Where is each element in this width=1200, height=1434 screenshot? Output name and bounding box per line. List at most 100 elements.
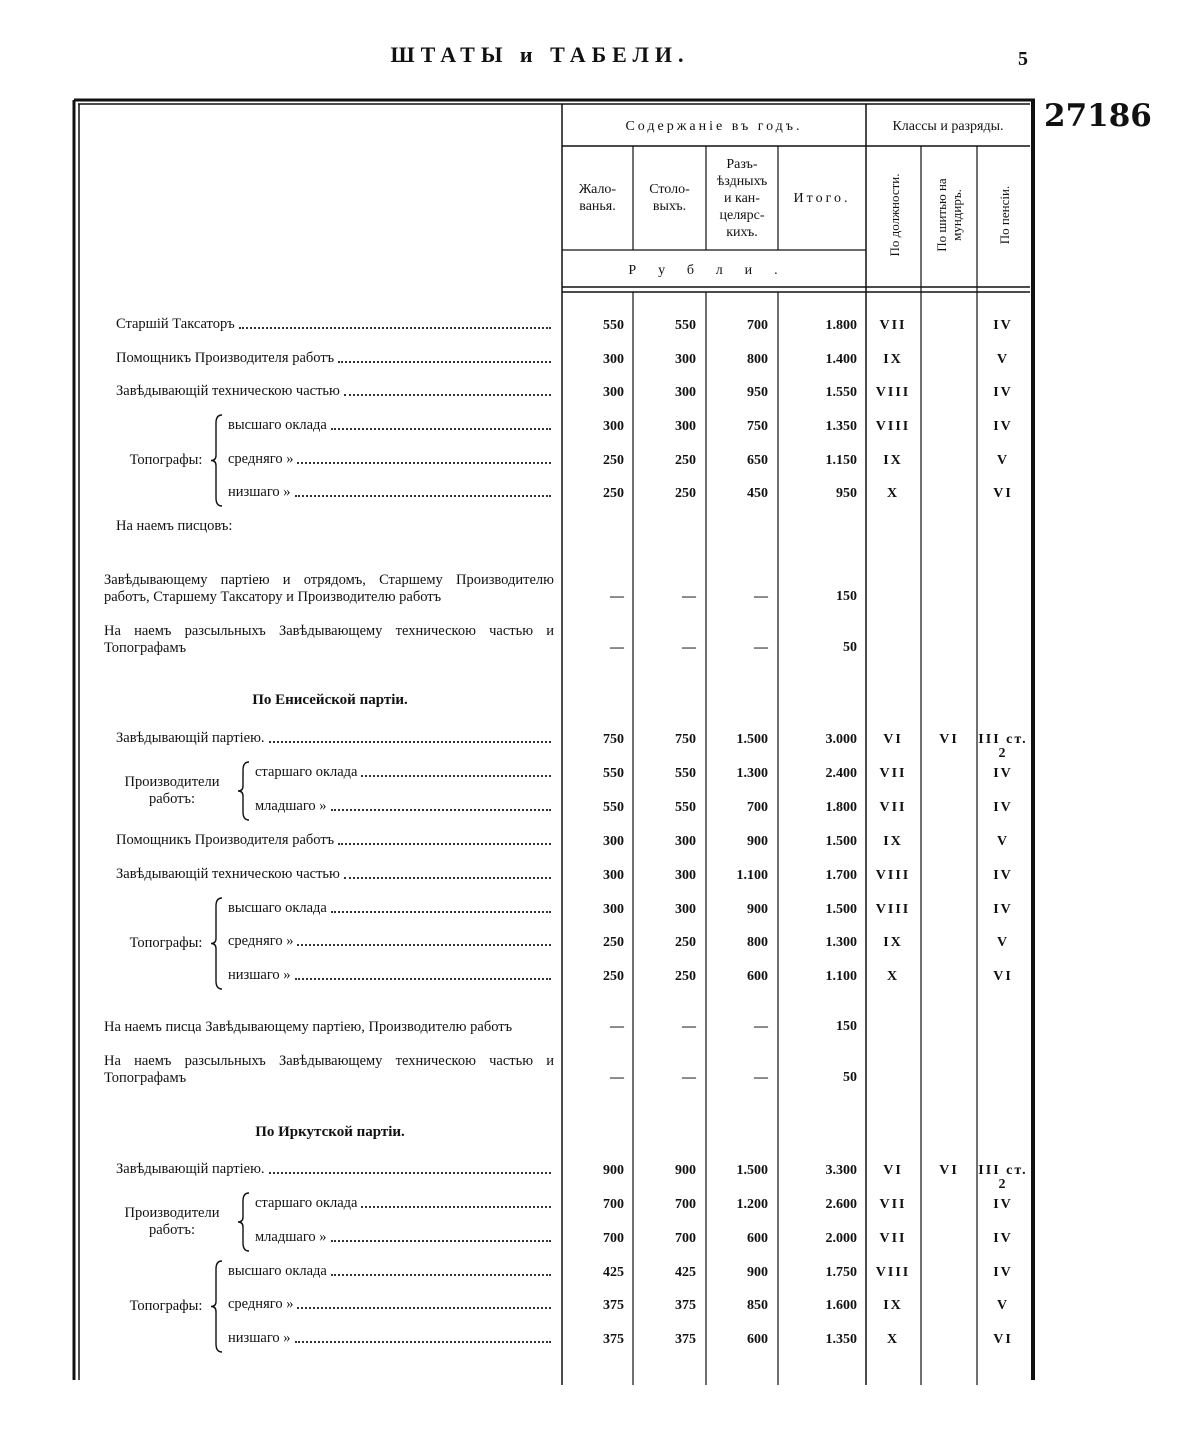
cell-value: 450	[747, 486, 768, 501]
cell-value: —	[610, 640, 624, 655]
group-label: Топографы:	[129, 451, 203, 468]
label-text: младшаго »	[255, 1229, 327, 1245]
cell-value: —	[754, 1019, 768, 1034]
units-header: Рубли.	[628, 263, 800, 278]
cell-value: 1.350	[825, 419, 858, 434]
row-label: младшаго »	[255, 798, 553, 815]
row-label: Завѣдывающему партіею и отрядомъ, Старше…	[104, 572, 554, 605]
class-value: VI	[993, 1332, 1013, 1347]
class-value: IX	[883, 453, 903, 468]
group-label: Топографы:	[129, 1297, 203, 1314]
cell-value: 550	[675, 766, 696, 781]
dot-leader	[330, 1274, 551, 1276]
cell-value: —	[754, 1070, 768, 1085]
class-value: V	[996, 935, 1010, 950]
label-text: низшаго »	[228, 484, 291, 500]
column-header: Итого.	[793, 190, 851, 206]
label-text: младшаго »	[255, 798, 327, 814]
cell-value: 3.000	[825, 732, 858, 747]
cell-value: 600	[747, 1332, 768, 1347]
label-text: высшаго оклада	[228, 900, 327, 916]
brace	[210, 1260, 223, 1353]
cell-value: —	[754, 640, 768, 655]
dot-leader	[338, 843, 551, 845]
row-label: низшаго »	[228, 967, 553, 984]
class-value: IX	[883, 935, 903, 950]
class-value: VI	[883, 1163, 903, 1178]
cell-value: 300	[603, 834, 624, 849]
cell-value: 650	[747, 453, 768, 468]
cell-value: 300	[603, 352, 624, 367]
cell-value: 300	[675, 352, 696, 367]
cell-value: 300	[675, 419, 696, 434]
row-label: младшаго »	[255, 1229, 553, 1246]
group-label: Производители работъ:	[124, 1205, 220, 1238]
class-value: IX	[883, 834, 903, 849]
cell-value: 250	[675, 969, 696, 984]
dot-leader	[268, 741, 551, 743]
cell-value: 600	[747, 1231, 768, 1246]
class-value: VIII	[875, 419, 911, 434]
cell-value: 1.500	[825, 834, 858, 849]
label-text: средняго »	[228, 1296, 294, 1312]
row-label: высшаго оклада	[228, 900, 553, 917]
cell-value: 750	[747, 419, 768, 434]
row-label: старшаго оклада	[255, 764, 553, 781]
cell-value: 950	[747, 385, 768, 400]
row-label: Завѣдывающій техническою частью	[116, 383, 553, 400]
cell-value: 900	[603, 1163, 624, 1178]
class-value: VII	[879, 800, 907, 815]
cell-value: 600	[747, 969, 768, 984]
cell-value: 850	[747, 1298, 768, 1313]
class-value: V	[996, 352, 1010, 367]
label-text: высшаго оклада	[228, 1263, 327, 1279]
class-value: VI	[883, 732, 903, 747]
class-value: IX	[883, 352, 903, 367]
cell-value: 550	[603, 800, 624, 815]
cell-value: 375	[603, 1298, 624, 1313]
cell-value: 1.350	[825, 1332, 858, 1347]
row-label: Завѣдывающій техническою частью	[116, 866, 553, 883]
label-text: старшаго оклада	[255, 1195, 358, 1211]
dot-leader	[297, 462, 551, 464]
dot-leader	[238, 327, 551, 329]
cell-value: 300	[603, 419, 624, 434]
cell-value: 300	[675, 902, 696, 917]
dot-leader	[294, 495, 551, 497]
class-value: VIII	[875, 385, 911, 400]
group-label: Производители работъ:	[124, 774, 220, 807]
cell-value: 1.300	[825, 935, 858, 950]
dot-leader	[330, 809, 551, 811]
cell-value: 1.150	[825, 453, 858, 468]
cell-value: 1.800	[825, 318, 858, 333]
row-label: высшаго оклада	[228, 1263, 553, 1280]
cell-value: 375	[675, 1332, 696, 1347]
class-value: IV	[993, 1265, 1013, 1280]
dot-leader	[343, 877, 551, 879]
dot-leader	[330, 428, 551, 430]
dot-leader	[294, 978, 551, 980]
label-text: Завѣдывающій техническою частью	[116, 866, 340, 882]
cell-value: 250	[675, 486, 696, 501]
cell-value: 1.500	[825, 902, 858, 917]
column-header: Разъ- ѣздныхъ и кан- целярс- кихъ.	[716, 156, 768, 240]
cell-value: 2.400	[825, 766, 858, 781]
cell-value: 1.100	[736, 868, 769, 883]
row-label: Завѣдывающій партіею.	[116, 730, 553, 747]
row-label: Старшій Таксаторъ	[116, 316, 553, 333]
dot-leader	[330, 911, 551, 913]
label-text: Завѣдывающій партіею.	[116, 730, 265, 746]
class-value: V	[996, 834, 1010, 849]
page-number: 5	[1018, 48, 1028, 70]
dot-leader	[338, 361, 551, 363]
cell-value: 550	[603, 766, 624, 781]
cell-value: 900	[747, 1265, 768, 1280]
dot-leader	[361, 1206, 551, 1208]
page-title: ШТАТЫ и ТАБЕЛИ.	[390, 42, 690, 67]
class-value: VII	[879, 1231, 907, 1246]
cell-value: 1.800	[825, 800, 858, 815]
dot-leader	[330, 1240, 551, 1242]
